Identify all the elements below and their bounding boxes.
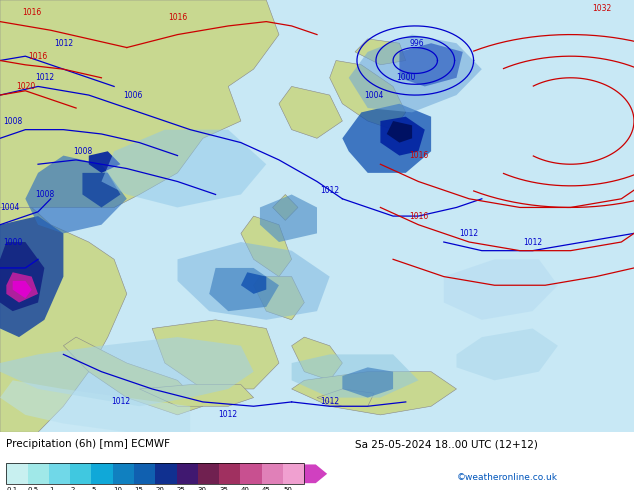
Text: 0.5: 0.5 bbox=[28, 487, 39, 490]
Bar bbox=[177, 464, 198, 484]
Text: 996: 996 bbox=[409, 39, 424, 48]
Polygon shape bbox=[0, 207, 127, 432]
Polygon shape bbox=[241, 272, 266, 294]
Text: 1016: 1016 bbox=[409, 212, 428, 220]
Text: 1016: 1016 bbox=[409, 151, 428, 160]
Polygon shape bbox=[13, 281, 32, 298]
Bar bbox=[6, 464, 304, 484]
Polygon shape bbox=[260, 195, 317, 242]
Bar bbox=[198, 464, 219, 484]
Bar bbox=[113, 464, 134, 484]
Polygon shape bbox=[387, 121, 412, 143]
Text: 30: 30 bbox=[198, 487, 207, 490]
Text: ©weatheronline.co.uk: ©weatheronline.co.uk bbox=[456, 473, 557, 482]
Text: 1006: 1006 bbox=[124, 91, 143, 99]
Text: 2: 2 bbox=[70, 487, 75, 490]
Text: Precipitation (6h) [mm] ECMWF: Precipitation (6h) [mm] ECMWF bbox=[6, 439, 171, 449]
Polygon shape bbox=[82, 173, 120, 207]
Polygon shape bbox=[209, 268, 279, 311]
Polygon shape bbox=[63, 337, 203, 415]
Text: 35: 35 bbox=[219, 487, 228, 490]
Text: 0.1: 0.1 bbox=[6, 487, 18, 490]
Polygon shape bbox=[317, 389, 374, 406]
Polygon shape bbox=[254, 276, 304, 320]
Bar bbox=[70, 464, 91, 484]
Bar bbox=[49, 464, 70, 484]
Polygon shape bbox=[25, 156, 127, 233]
Text: 1016: 1016 bbox=[22, 8, 41, 18]
Bar bbox=[91, 464, 113, 484]
Polygon shape bbox=[152, 320, 279, 389]
Text: 1032: 1032 bbox=[593, 4, 612, 13]
Bar bbox=[240, 464, 262, 484]
Text: 1012: 1012 bbox=[219, 411, 238, 419]
Polygon shape bbox=[89, 151, 120, 173]
Polygon shape bbox=[355, 39, 406, 65]
Text: 10: 10 bbox=[113, 487, 122, 490]
Polygon shape bbox=[292, 372, 456, 415]
Text: 40: 40 bbox=[240, 487, 249, 490]
Polygon shape bbox=[330, 60, 406, 130]
Text: 1012: 1012 bbox=[54, 39, 73, 48]
Polygon shape bbox=[139, 385, 254, 406]
Text: 1004: 1004 bbox=[365, 91, 384, 99]
Text: 45: 45 bbox=[262, 487, 271, 490]
Text: 1012: 1012 bbox=[320, 186, 339, 195]
Text: 1008: 1008 bbox=[73, 147, 92, 156]
Text: 1012: 1012 bbox=[111, 397, 130, 406]
Polygon shape bbox=[349, 35, 482, 112]
Text: 1000: 1000 bbox=[3, 238, 22, 246]
Polygon shape bbox=[0, 0, 279, 207]
Bar bbox=[262, 464, 283, 484]
Polygon shape bbox=[101, 130, 266, 207]
Polygon shape bbox=[292, 337, 342, 380]
Text: 1008: 1008 bbox=[3, 117, 22, 125]
Polygon shape bbox=[342, 104, 431, 173]
Polygon shape bbox=[0, 242, 44, 311]
Polygon shape bbox=[399, 43, 463, 86]
Text: 15: 15 bbox=[134, 487, 143, 490]
Text: 20: 20 bbox=[155, 487, 164, 490]
Polygon shape bbox=[0, 337, 254, 406]
Bar bbox=[219, 464, 240, 484]
Bar bbox=[134, 464, 155, 484]
Text: 1: 1 bbox=[49, 487, 53, 490]
Polygon shape bbox=[342, 368, 393, 397]
Text: 1020: 1020 bbox=[16, 82, 35, 91]
Text: 1004: 1004 bbox=[0, 203, 19, 212]
Text: 1012: 1012 bbox=[523, 238, 542, 246]
Text: 25: 25 bbox=[177, 487, 185, 490]
Polygon shape bbox=[380, 117, 425, 156]
Polygon shape bbox=[273, 195, 298, 220]
Text: 1000: 1000 bbox=[396, 74, 415, 82]
Bar bbox=[155, 464, 177, 484]
Text: 1012: 1012 bbox=[35, 74, 54, 82]
Polygon shape bbox=[241, 216, 292, 276]
Bar bbox=[28, 464, 49, 484]
Polygon shape bbox=[0, 216, 63, 337]
Text: 1008: 1008 bbox=[35, 190, 54, 199]
Polygon shape bbox=[0, 380, 190, 432]
Text: Sa 25-05-2024 18..00 UTC (12+12): Sa 25-05-2024 18..00 UTC (12+12) bbox=[355, 439, 538, 449]
Polygon shape bbox=[292, 354, 418, 397]
Polygon shape bbox=[444, 259, 558, 320]
Polygon shape bbox=[456, 328, 558, 380]
Polygon shape bbox=[178, 242, 330, 320]
Text: 1016: 1016 bbox=[29, 51, 48, 61]
Text: 1012: 1012 bbox=[460, 229, 479, 238]
Text: 1012: 1012 bbox=[320, 397, 339, 406]
FancyArrow shape bbox=[304, 465, 327, 483]
Text: 50: 50 bbox=[283, 487, 292, 490]
Text: 5: 5 bbox=[91, 487, 96, 490]
Text: 1016: 1016 bbox=[168, 13, 187, 22]
Bar bbox=[6, 464, 28, 484]
Polygon shape bbox=[6, 272, 38, 302]
Bar bbox=[283, 464, 304, 484]
Polygon shape bbox=[279, 86, 342, 138]
